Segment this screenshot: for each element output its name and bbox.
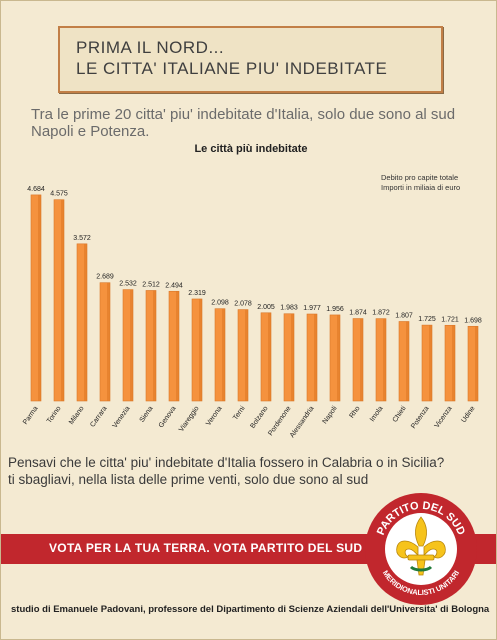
value-label: 1.874 (349, 310, 367, 317)
category-label: Viareggio (178, 405, 201, 433)
bar-shade (383, 318, 386, 401)
value-label: 2.494 (165, 282, 183, 289)
category-label: Bolzano (249, 405, 269, 430)
fleur-de-lis-icon (396, 516, 446, 576)
value-label: 1.807 (395, 312, 413, 319)
chart-bars: 4.684 Parma 4.575 Torino 3.572 Milano 2.689 Car… (22, 186, 482, 439)
footer-credit: studio di Emanuele Padovani, professore … (11, 604, 490, 615)
value-label: 1.977 (303, 305, 321, 312)
bar-shade (153, 290, 156, 401)
category-label: Milano (68, 405, 86, 426)
category-label: Imola (369, 405, 385, 423)
intro-line2: Napoli e Potenza. (31, 123, 150, 140)
value-label: 2.078 (234, 301, 252, 308)
header-title-line2: LE CITTA' ITALIANE PIU' INDEBITATE (76, 59, 388, 78)
value-label: 2.319 (188, 290, 206, 297)
question-line1: Pensavi che le citta' piu' indebitate d'… (8, 455, 445, 470)
value-label: 2.532 (119, 281, 137, 288)
value-label: 1.721 (441, 316, 459, 323)
vote-banner-text: VOTA PER LA TUA TERRA. VOTA PARTITO DEL … (49, 541, 363, 555)
bar-shade (268, 312, 271, 401)
chart-note-line2: Importi in miliaia di euro (381, 183, 460, 192)
bar-shade (314, 314, 317, 401)
category-label: Verona (205, 405, 224, 427)
value-label: 2.098 (211, 300, 229, 307)
value-label: 2.689 (96, 274, 114, 281)
bar-shade (429, 325, 432, 401)
bar-shade (475, 326, 478, 401)
bar-shade (245, 309, 248, 401)
category-label: Parma (22, 405, 40, 426)
category-label: Venezia (112, 405, 132, 430)
logo-inner-disc (385, 513, 457, 585)
intro-text: Tra le prime 20 citta' piu' indebitate d… (31, 106, 481, 140)
bar-shade (222, 308, 225, 401)
logo-sicily-mark (409, 565, 433, 572)
bar-shade (107, 282, 110, 401)
value-label: 1.983 (280, 305, 298, 312)
question-line2: ti sbagliavi, nella lista delle prime ve… (8, 472, 369, 487)
category-label: Chieti (392, 405, 408, 424)
bar-shade (176, 291, 179, 401)
category-label: Terni (232, 405, 247, 422)
category-label: Udine (460, 405, 476, 424)
value-label: 4.575 (50, 191, 68, 198)
bar-shade (291, 313, 294, 401)
value-label: 2.005 (257, 304, 275, 311)
bar-chart: Le città più indebitate Debito pro capit… (22, 143, 482, 439)
bar-shade (61, 199, 64, 401)
category-label: Torino (46, 405, 63, 425)
category-label: Vicenza (434, 405, 454, 429)
category-label: Rho (349, 405, 362, 420)
bar-shade (38, 194, 41, 401)
bar-shade (84, 243, 87, 401)
value-label: 3.572 (73, 235, 91, 242)
bar-shade (406, 321, 409, 401)
bar-shade (130, 289, 133, 401)
bar-shade (337, 314, 340, 401)
header-title-line1: PRIMA IL NORD... (76, 38, 225, 57)
question-text: Pensavi che le citta' piu' indebitate d'… (8, 454, 493, 488)
partito-del-sud-logo: PARTITO DEL SUD MERIDIONALISTI UNITARI (365, 493, 477, 605)
category-label: Alessandria (289, 405, 316, 439)
category-label: Genova (158, 405, 178, 429)
category-label: Pordenone (267, 405, 292, 437)
header-box: PRIMA IL NORD... LE CITTA' ITALIANE PIU'… (58, 26, 443, 93)
value-label: 1.725 (418, 316, 436, 323)
category-label: Carrara (89, 405, 108, 429)
value-label: 1.956 (326, 306, 344, 313)
category-label: Napoli (322, 405, 339, 426)
value-label: 4.684 (27, 186, 45, 193)
bar-shade (199, 298, 202, 401)
bar-shade (452, 325, 455, 401)
chart-title: Le città più indebitate (194, 143, 307, 155)
value-label: 2.512 (142, 281, 160, 288)
category-label: Potenza (410, 405, 431, 430)
intro-line1: Tra le prime 20 citta' piu' indebitate d… (31, 106, 456, 123)
value-label: 1.872 (372, 310, 390, 317)
category-label: Siena (139, 405, 155, 424)
value-label: 1.698 (464, 317, 482, 324)
bar-shade (360, 318, 363, 401)
chart-note-line1: Debito pro capite totale (381, 173, 458, 182)
